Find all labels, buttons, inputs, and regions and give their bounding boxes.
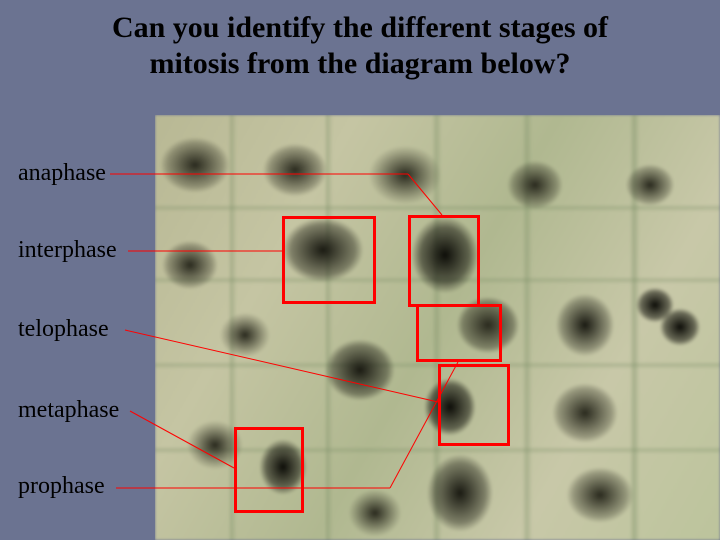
box-anaphase [408, 215, 480, 307]
title-line-2: mitosis from the diagram below? [149, 47, 570, 80]
box-telophase [438, 364, 510, 446]
label-telophase: telophase [18, 316, 109, 343]
page-title: Can you identify the different stages of… [0, 0, 720, 82]
label-anaphase: anaphase [18, 160, 106, 187]
box-prophase [416, 304, 502, 362]
label-metaphase: metaphase [18, 397, 119, 424]
label-interphase: interphase [18, 237, 117, 264]
label-prophase: prophase [18, 473, 105, 500]
title-line-1: Can you identify the different stages of [112, 11, 608, 44]
box-interphase [282, 216, 376, 304]
box-metaphase [234, 427, 304, 513]
